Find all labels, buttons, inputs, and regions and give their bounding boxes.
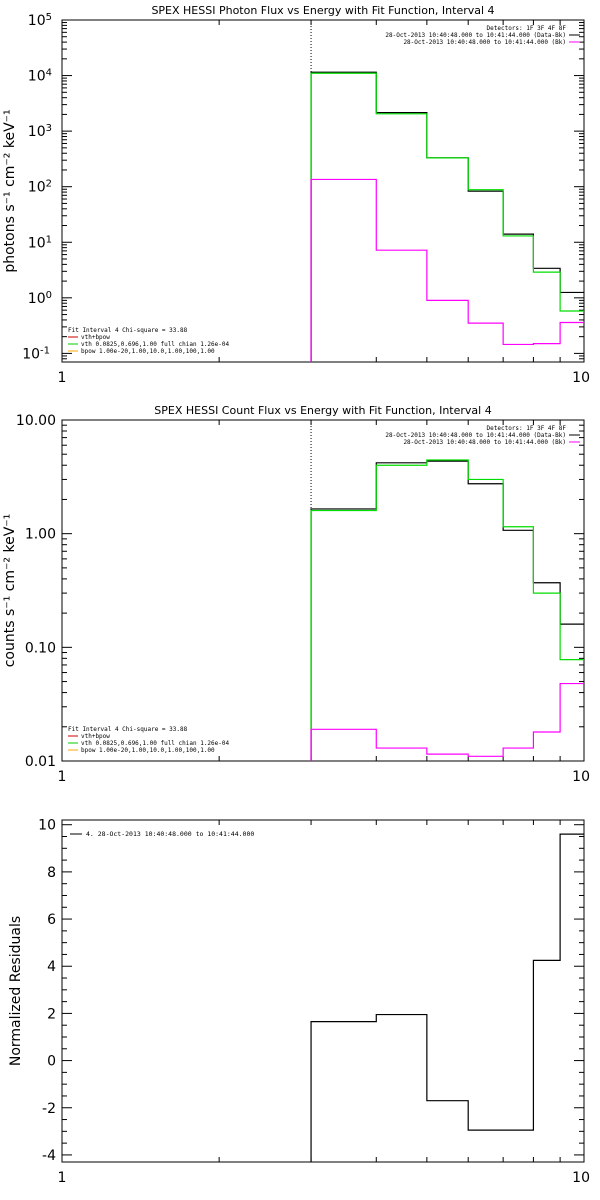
legend-entry: vth+bpow [81, 733, 110, 740]
chart-title: SPEX HESSI Photon Flux vs Energy with Fi… [151, 4, 494, 17]
legend-entry: bpow 1.00e-20,1.00,10.0,1.00,100,1.00 [81, 348, 215, 355]
legend-entry: Fit Interval 4 Chi-square = 33.88 [68, 327, 188, 334]
legend-entry: 28-Oct-2013 10:40:48.000 to 10:41:44.000… [385, 32, 566, 39]
x-tick-label: 10 [572, 370, 590, 386]
y-tick-label: 10.00 [16, 413, 56, 429]
legend-entry: Detectors: 1F 3F 4F 8F [487, 425, 567, 432]
legend-entry: bpow 1.00e-20,1.00,10.0,1.00,100,1.00 [81, 747, 215, 754]
y-tick-label: 10-1 [22, 345, 50, 363]
y-tick-label: 0.10 [25, 640, 56, 656]
x-tick-label: 1 [58, 1170, 67, 1186]
y-tick-label: 8 [47, 865, 56, 881]
y-tick-label: 0.01 [25, 754, 56, 770]
y-tick-label: 100 [28, 289, 52, 307]
x-tick-label: 10 [572, 769, 590, 785]
axes-frame [61, 19, 585, 363]
y-tick-label: 103 [28, 123, 52, 141]
y-tick-label: 104 [28, 67, 52, 85]
x-tick-label: 1 [58, 769, 67, 785]
series-fit [310, 459, 584, 761]
y-axis-label: counts s⁻¹ cm⁻² keV⁻¹ [2, 514, 18, 668]
y-tick-label: 105 [28, 12, 52, 30]
y-tick-label: -2 [42, 1101, 56, 1117]
chart-title: SPEX HESSI Count Flux vs Energy with Fit… [154, 404, 491, 417]
legend-entry: vth 0.0825,0.696,1.00 full chian 1.26e-0… [81, 740, 229, 747]
series-bk [310, 682, 584, 761]
axes-frame [61, 419, 585, 762]
y-tick-label: 6 [47, 912, 56, 928]
legend-entry: 28-Oct-2013 10:40:48.000 to 10:41:44.000… [385, 432, 566, 439]
y-tick-label: 1.00 [25, 527, 56, 543]
legend-entry: vth+bpow [81, 334, 110, 341]
legend-entry: Fit Interval 4 Chi-square = 33.88 [68, 726, 188, 733]
y-tick-label: -4 [42, 1148, 56, 1164]
panel-2: SPEX HESSI Count Flux vs Energy with Fit… [2, 404, 590, 785]
panel-1: SPEX HESSI Photon Flux vs Energy with Fi… [2, 4, 590, 386]
legend-entry: 4. 28-Oct-2013 10:40:48.000 to 10:41:44.… [86, 830, 254, 838]
series-data [310, 833, 584, 1162]
y-tick-label: 2 [47, 1006, 56, 1022]
legend-entry: Detectors: 1F 3F 4F 8F [487, 25, 567, 32]
y-tick-label: 4 [47, 959, 56, 975]
x-tick-label: 1 [58, 370, 67, 386]
y-tick-label: 10 [38, 818, 56, 834]
y-tick-label: 101 [28, 234, 52, 252]
legend-entry: vth 0.0825,0.696,1.00 full chian 1.26e-0… [81, 341, 229, 348]
x-tick-label: 10 [572, 1170, 590, 1186]
y-axis-label: photons s⁻¹ cm⁻² keV⁻¹ [2, 109, 18, 272]
panel-3: Normalized Residuals 1 10 -4 -2 0 2 4 6 8 10 4. 28-… [8, 818, 590, 1186]
legend-entry: 28-Oct-2013 10:40:48.000 to 10:41:44.000… [403, 39, 566, 46]
series-data [310, 460, 584, 761]
y-tick-label: 102 [28, 178, 52, 196]
y-axis-label: Normalized Residuals [8, 916, 24, 1066]
series-fit [310, 72, 584, 362]
legend-entry: 28-Oct-2013 10:40:48.000 to 10:41:44.000… [403, 439, 566, 446]
axes-frame [61, 819, 585, 1163]
series-data [310, 71, 584, 362]
y-tick-label: 0 [47, 1054, 56, 1070]
series-bk [310, 178, 584, 362]
